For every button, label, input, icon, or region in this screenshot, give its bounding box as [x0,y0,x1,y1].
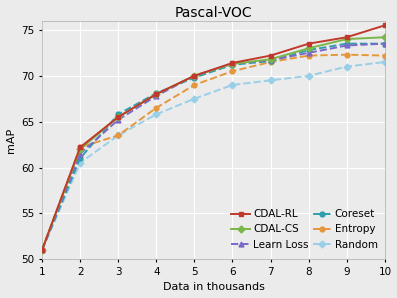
Entropy [40,248,44,252]
Learn Loss [40,248,44,252]
CDAL-CS [268,58,273,61]
Random [154,113,159,116]
Entropy [154,106,159,110]
Random [345,65,349,68]
Entropy [116,134,121,137]
CDAL-CS [382,35,387,39]
Coreset [230,63,235,66]
Line: CDAL-CS: CDAL-CS [40,35,387,252]
Line: Coreset: Coreset [40,41,387,252]
Learn Loss [154,94,159,98]
CDAL-RL [154,92,159,96]
CDAL-CS [116,115,121,119]
Random [306,74,311,77]
Learn Loss [306,51,311,55]
Learn Loss [230,62,235,66]
Learn Loss [345,44,349,47]
Line: Random: Random [40,60,387,252]
CDAL-RL [40,248,44,252]
CDAL-CS [230,62,235,66]
Y-axis label: mAP: mAP [6,127,15,153]
Legend: CDAL-RL, CDAL-CS, Learn Loss, Coreset, Entropy, Random: CDAL-RL, CDAL-CS, Learn Loss, Coreset, E… [229,207,380,252]
Entropy [306,54,311,58]
CDAL-CS [306,46,311,50]
Learn Loss [268,58,273,62]
CDAL-RL [78,145,83,149]
Learn Loss [192,74,197,77]
Line: Entropy: Entropy [40,52,387,252]
Coreset [192,76,197,79]
CDAL-CS [78,148,83,151]
Random [382,60,387,64]
Coreset [116,113,121,116]
Coreset [382,42,387,46]
CDAL-RL [345,35,349,39]
Entropy [345,53,349,56]
X-axis label: Data in thousands: Data in thousands [162,283,264,292]
Random [230,83,235,87]
Random [116,134,121,137]
CDAL-RL [382,24,387,27]
Line: CDAL-RL: CDAL-RL [40,23,387,252]
Random [192,97,197,100]
CDAL-CS [192,74,197,77]
Learn Loss [78,152,83,156]
Coreset [345,42,349,46]
CDAL-RL [192,74,197,77]
Learn Loss [382,42,387,46]
Entropy [78,145,83,149]
Learn Loss [116,118,121,122]
Coreset [154,91,159,95]
Coreset [268,59,273,63]
Coreset [40,248,44,252]
Entropy [230,69,235,73]
Random [268,79,273,82]
Line: Learn Loss: Learn Loss [40,41,387,252]
CDAL-RL [268,54,273,58]
Coreset [306,48,311,52]
Title: Pascal-VOC: Pascal-VOC [175,6,252,20]
CDAL-CS [345,37,349,41]
Entropy [382,54,387,58]
CDAL-CS [154,92,159,96]
Random [78,161,83,165]
CDAL-CS [40,248,44,252]
Entropy [192,83,197,87]
Entropy [268,60,273,64]
Coreset [78,156,83,160]
Random [40,248,44,252]
CDAL-RL [116,115,121,119]
CDAL-RL [230,61,235,65]
CDAL-RL [306,42,311,46]
